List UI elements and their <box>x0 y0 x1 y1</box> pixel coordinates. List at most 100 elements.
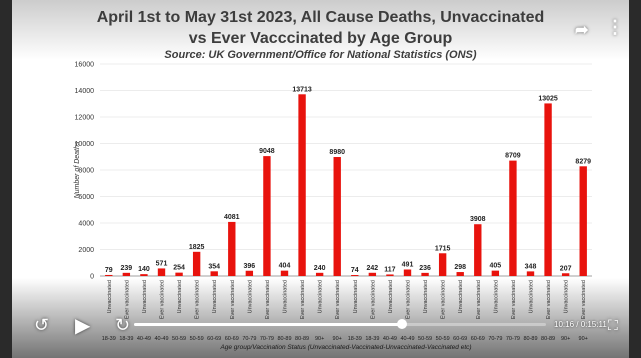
y-tick-label: 0 <box>90 274 94 281</box>
x-status-label: Ever vaccinated <box>124 280 130 319</box>
x-status-label: Unvaccinated <box>212 280 218 313</box>
y-tick-label: 12000 <box>75 115 95 122</box>
x-status-label: Unvaccinated <box>564 280 570 313</box>
data-label: 117 <box>384 266 395 273</box>
x-age-label: 80-89 <box>295 336 309 342</box>
bar <box>526 271 535 276</box>
data-label: 140 <box>138 266 150 273</box>
data-label: 405 <box>490 263 502 270</box>
x-status-label: Unvaccinated <box>493 280 499 313</box>
data-label: 13025 <box>538 95 558 102</box>
x-status-label: Unvaccinated <box>283 280 289 313</box>
x-status-label: Ever vaccinated <box>230 280 236 319</box>
bar <box>456 272 464 276</box>
bar <box>315 272 324 276</box>
bar <box>105 274 113 276</box>
time-display: 10:16 / 0:15:11 <box>554 320 607 329</box>
data-label: 207 <box>560 265 572 272</box>
x-age-label: 18-39 <box>365 336 379 342</box>
forward-10-icon[interactable]: ↻ <box>115 315 131 335</box>
data-label: 74 <box>351 267 359 274</box>
bar <box>438 253 447 276</box>
y-tick-label: 8000 <box>78 168 94 175</box>
x-age-label: 50-59 <box>190 336 204 342</box>
data-label: 3908 <box>470 216 486 223</box>
bar <box>421 272 429 276</box>
x-age-label: 50-59 <box>418 336 432 342</box>
chart-title-line-1: April 1st to May 31st 2023, All Cause De… <box>96 9 545 26</box>
x-age-label: 80-89 <box>541 336 555 342</box>
video-frame[interactable]: 0 2000 4000 6000 8000 10000 12000 14000 16000 Num… <box>12 0 629 358</box>
x-status-label: Ever vaccinated <box>441 280 447 319</box>
x-age-label: 70-79 <box>506 336 520 342</box>
data-label: 4081 <box>224 214 240 221</box>
y-tick-label: 14000 <box>75 88 95 95</box>
x-status-label: Ever vaccinated <box>370 280 376 319</box>
x-status-label: Unvaccinated <box>318 280 324 313</box>
x-age-label: 18-39 <box>348 336 362 342</box>
rewind-10-icon[interactable]: ↺ <box>34 315 50 335</box>
x-age-label: 70-79 <box>488 336 502 342</box>
x-axis-label: Age group/Vaccination Status (Unvaccinat… <box>219 344 471 351</box>
x-status-label: Ever vaccinated <box>195 280 201 319</box>
x-status-label: Unvaccinated <box>423 280 429 313</box>
bar <box>298 94 306 276</box>
data-label: 8980 <box>329 149 345 156</box>
y-tick-label: 6000 <box>78 194 94 201</box>
data-label: 348 <box>525 263 537 270</box>
bar <box>122 272 131 276</box>
x-age-label: 40-49 <box>154 336 168 342</box>
bar <box>228 221 236 276</box>
x-status-label: Unvaccinated <box>177 280 183 313</box>
data-label: 491 <box>402 261 414 268</box>
x-age-label: 70-79 <box>260 336 274 342</box>
more-vertical-icon[interactable]: ⋮ <box>606 17 624 37</box>
bar <box>386 274 394 276</box>
y-tick-label: 4000 <box>78 221 94 228</box>
x-age-label: 50-59 <box>436 336 450 342</box>
bar <box>140 274 148 276</box>
seek-bar[interactable] <box>134 319 546 329</box>
x-status-label: Unvaccinated <box>529 280 535 313</box>
x-age-label: 40-49 <box>383 336 397 342</box>
bar <box>263 156 271 276</box>
seek-progress <box>134 323 402 326</box>
play-icon[interactable]: ▶ <box>75 315 91 337</box>
x-age-label: 90+ <box>561 336 570 342</box>
data-label: 236 <box>419 265 431 272</box>
x-status-label: Ever vaccinated <box>511 280 517 319</box>
data-label: 354 <box>208 263 220 270</box>
x-age-label: 40-49 <box>137 336 151 342</box>
fullscreen-icon[interactable]: ⛶ <box>608 317 618 333</box>
x-age-label: 60-69 <box>207 336 221 342</box>
data-label: 79 <box>105 267 113 274</box>
seek-handle[interactable] <box>396 319 407 329</box>
data-label: 8279 <box>575 158 591 165</box>
x-status-label: Ever vaccinated <box>406 280 412 319</box>
bar <box>403 269 412 276</box>
bar <box>175 272 183 276</box>
x-status-label: Ever vaccinated <box>335 280 341 319</box>
bar <box>351 275 359 276</box>
bar <box>561 273 570 276</box>
data-label: 298 <box>454 264 466 271</box>
x-status-label: Unvaccinated <box>247 280 253 313</box>
x-age-label: 90+ <box>333 336 342 342</box>
x-status-label: Ever vaccinated <box>476 280 482 319</box>
bar <box>368 272 377 276</box>
x-status-label: Ever vaccinated <box>546 280 552 319</box>
x-status-label: Unvaccinated <box>388 280 394 313</box>
data-label: 13713 <box>292 86 312 93</box>
x-age-label: 40-49 <box>400 336 414 342</box>
bar <box>544 103 552 276</box>
x-age-label: 70-79 <box>242 336 256 342</box>
data-label: 254 <box>173 265 185 272</box>
data-label: 239 <box>121 265 133 272</box>
data-label: 404 <box>279 263 291 270</box>
y-tick-label: 2000 <box>78 247 94 254</box>
chart-title-line-2: vs Ever Vacccinated by Age Group <box>188 30 453 47</box>
x-age-label: 60-69 <box>225 336 239 342</box>
bar <box>280 270 289 276</box>
bar <box>509 160 517 276</box>
share-icon[interactable]: ➦ <box>575 22 589 39</box>
